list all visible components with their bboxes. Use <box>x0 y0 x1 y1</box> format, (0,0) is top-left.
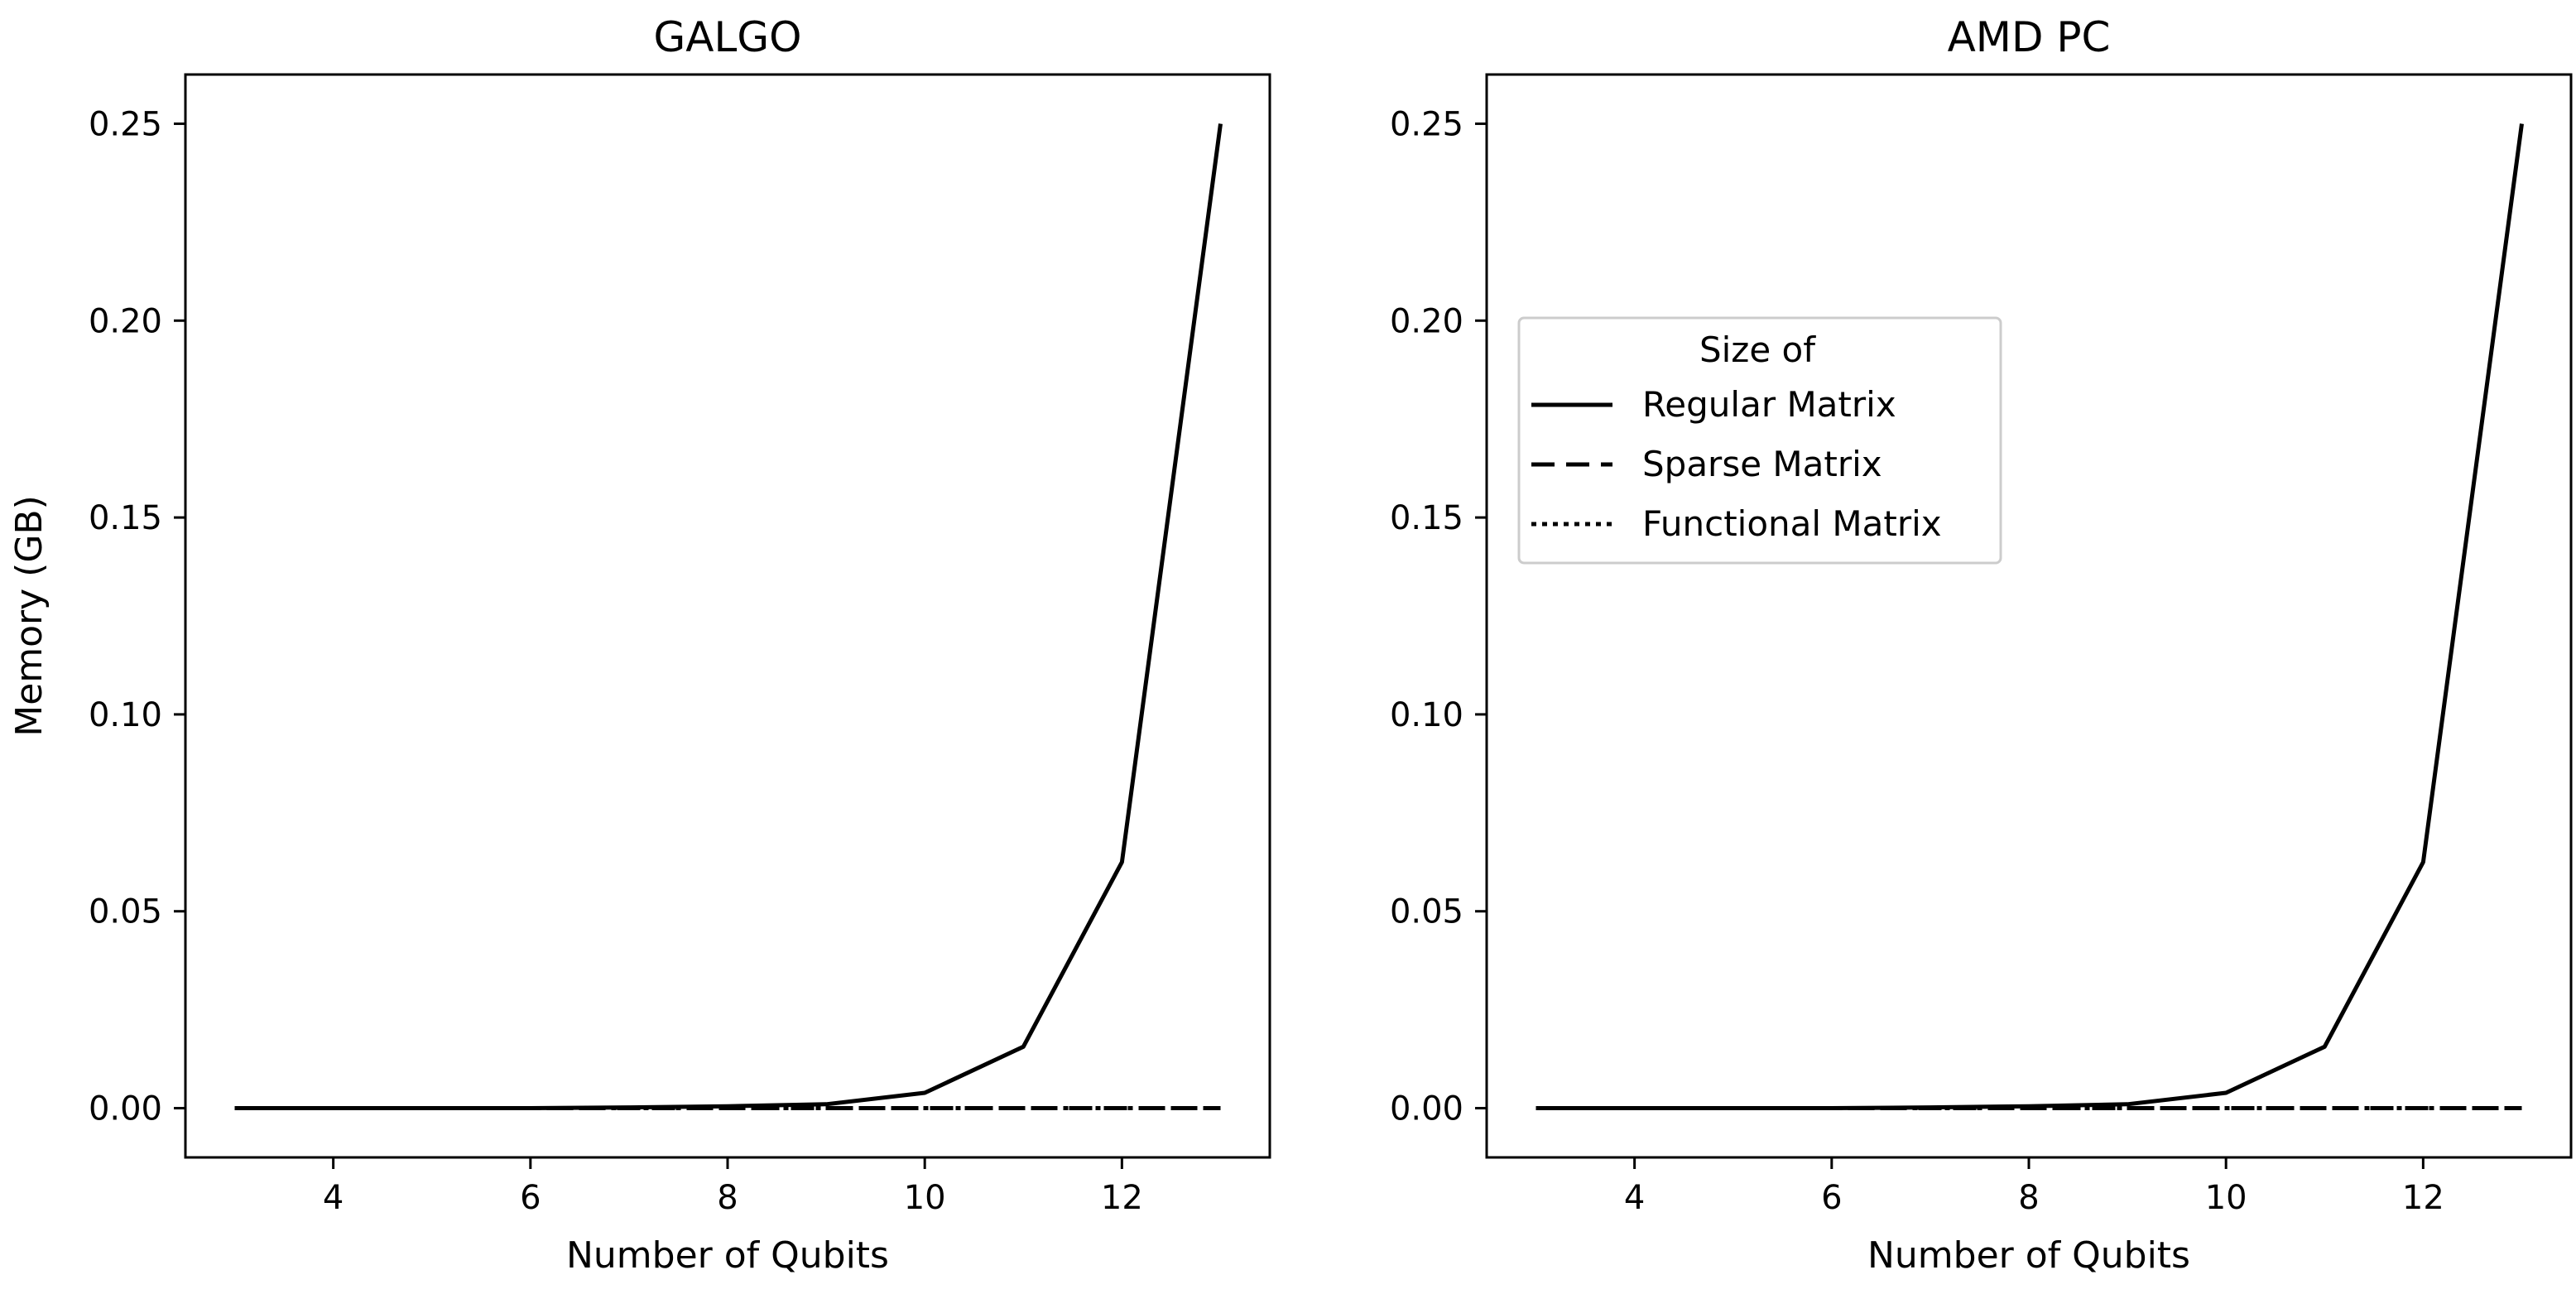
axes-frame <box>184 73 1271 1159</box>
x-tick-label: 10 <box>2205 1179 2247 1217</box>
panel-galgo: GALGO Number of Qubits 4 6 8 10 12 0.00 0.05 0.… <box>89 13 1271 1277</box>
y-tick-label: 0.00 <box>1390 1090 1463 1128</box>
y-tick-label: 0.15 <box>89 499 162 537</box>
y-tick-label: 0.05 <box>89 893 162 931</box>
x-tick-label: 8 <box>717 1179 738 1217</box>
x-tick-label: 12 <box>2402 1179 2444 1217</box>
y-tick-label: 0.15 <box>1390 499 1463 537</box>
x-tick-label: 8 <box>2018 1179 2039 1217</box>
x-tick-label: 4 <box>1624 1179 1645 1217</box>
legend-title: Size of <box>1699 330 1816 370</box>
x-tick-label: 10 <box>904 1179 946 1217</box>
y-tick-label: 0.10 <box>89 696 162 734</box>
axes-frame <box>1485 73 2573 1159</box>
legend-entry-label: Functional Matrix <box>1642 503 1942 544</box>
y-tick-label: 0.05 <box>1390 893 1463 931</box>
x-tick-label: 12 <box>1101 1179 1143 1217</box>
x-axis-label: Number of Qubits <box>1867 1234 2190 1277</box>
series-line-regular-matrix <box>1536 123 2524 1110</box>
y-tick-label: 0.20 <box>1390 302 1463 340</box>
y-tick-label: 0.20 <box>89 302 162 340</box>
chart-title: GALGO <box>654 13 802 61</box>
y-tick-label: 0.00 <box>89 1090 162 1128</box>
legend: Size of Regular Matrix Sparse Matrix Functi… <box>1517 316 2002 565</box>
legend-entry-label: Regular Matrix <box>1642 384 1896 425</box>
panel-amd-pc: AMD PC Number of Qubits 4 6 8 10 12 0.00 0.05 0… <box>1390 13 2573 1277</box>
series-line-regular-matrix <box>234 123 1223 1110</box>
x-tick-label: 4 <box>323 1179 344 1217</box>
x-axis-label: Number of Qubits <box>566 1234 889 1277</box>
chart-title: AMD PC <box>1948 13 2111 61</box>
y-tick-label: 0.10 <box>1390 696 1463 734</box>
x-tick-label: 6 <box>1821 1179 1842 1217</box>
y-tick-label: 0.25 <box>89 105 162 143</box>
y-axis-label: Memory (GB) <box>8 495 50 737</box>
y-tick-label: 0.25 <box>1390 105 1463 143</box>
legend-box <box>1517 316 2002 565</box>
x-tick-label: 6 <box>520 1179 541 1217</box>
legend-entry-label: Sparse Matrix <box>1642 444 1882 484</box>
